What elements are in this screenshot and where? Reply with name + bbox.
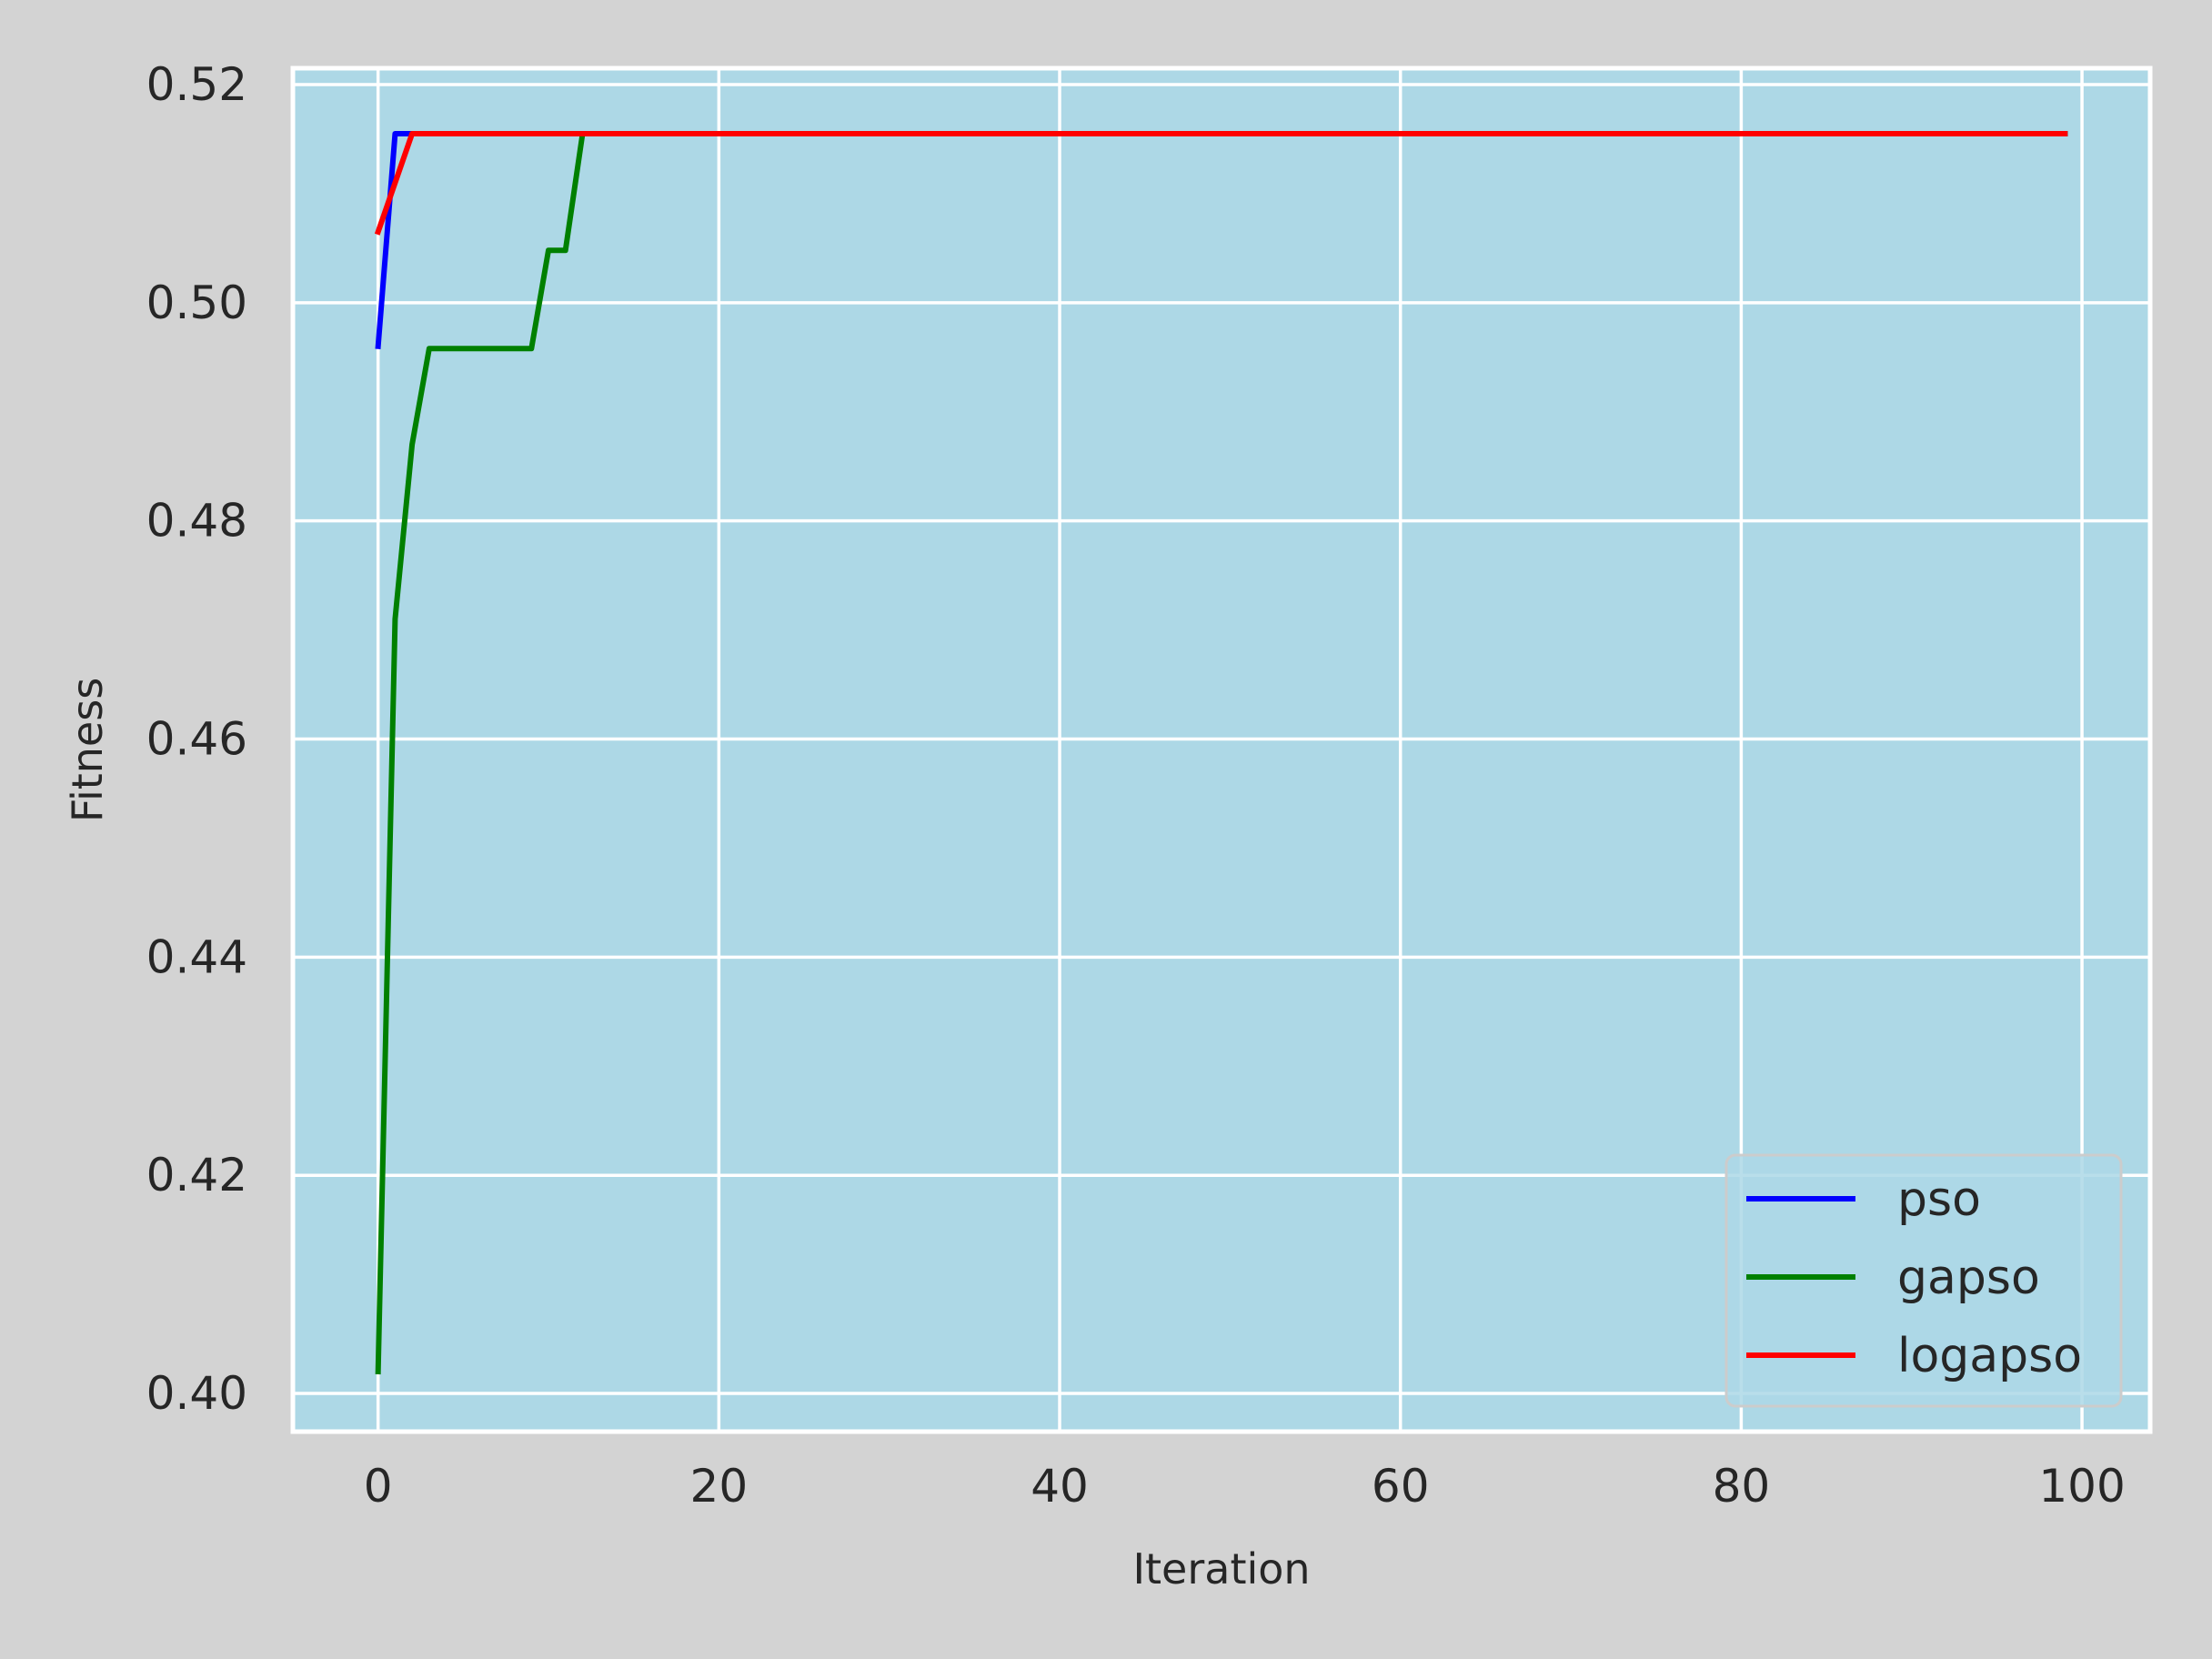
x-tick-label: 40	[1031, 1460, 1089, 1513]
y-axis-label: Fitness	[63, 678, 112, 822]
series-line-gapso	[375, 131, 2068, 1375]
y-tick-label: 0.42	[146, 1149, 247, 1202]
x-tick-label: 20	[690, 1460, 749, 1513]
y-tick-label: 0.44	[146, 930, 247, 983]
legend-label-pso: pso	[1897, 1172, 1981, 1227]
legend-box	[1724, 1153, 2123, 1408]
series-line-logapso	[374, 131, 2068, 236]
y-tick-label: 0.50	[146, 276, 247, 329]
x-axis-label: Iteration	[1132, 1544, 1310, 1594]
x-axis-ticks: 0 20 40 60 80 100	[364, 1460, 2126, 1513]
y-axis-ticks: 0.40 0.42 0.44 0.46 0.48 0.50 0.52	[146, 58, 247, 1420]
y-tick-label: 0.40	[146, 1367, 247, 1420]
x-tick-label: 100	[2038, 1460, 2125, 1513]
y-tick-label: 0.52	[146, 58, 247, 111]
series-lines	[374, 131, 2068, 1375]
y-tick-label: 0.48	[146, 495, 247, 548]
legend: pso gapso logapso	[1724, 1153, 2123, 1408]
x-tick-label: 60	[1372, 1460, 1430, 1513]
y-tick-label: 0.46	[146, 713, 247, 766]
x-tick-label: 80	[1713, 1460, 1771, 1513]
legend-label-gapso: gapso	[1897, 1251, 2040, 1305]
legend-label-logapso: logapso	[1897, 1329, 2082, 1383]
x-tick-label: 0	[364, 1460, 393, 1513]
